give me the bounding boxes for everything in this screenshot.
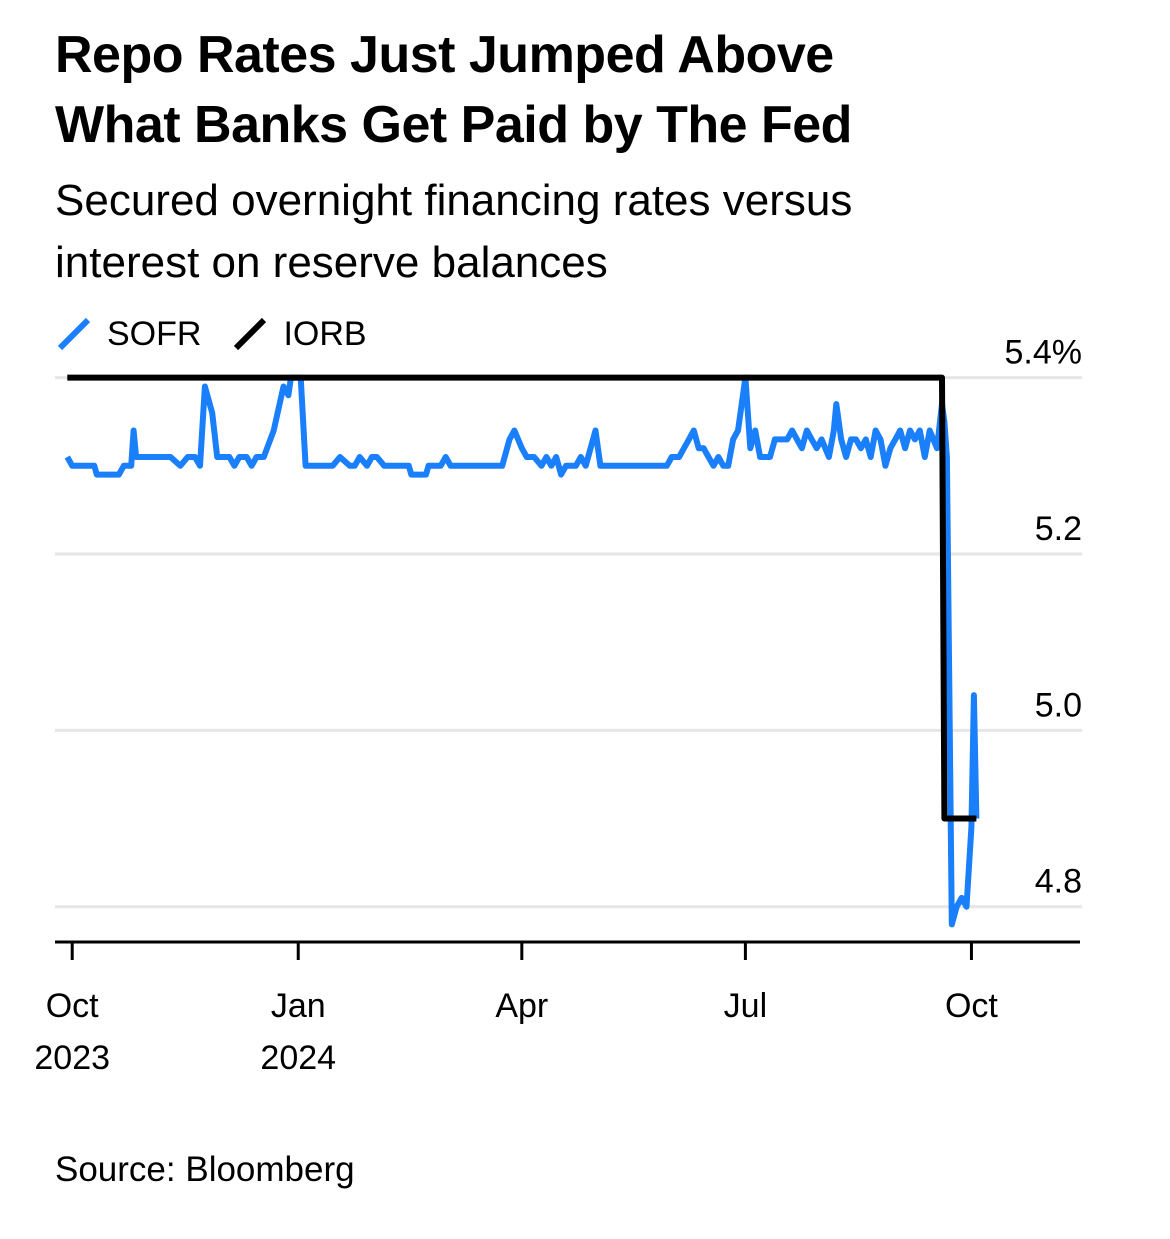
- series-lines: [64, 374, 980, 928]
- series-line-sofr: [64, 374, 980, 928]
- x-tick-label-3: Jul: [724, 987, 767, 1025]
- x-tick-label-0: Oct: [46, 987, 99, 1025]
- y-tick-label-3: 4.8: [1035, 863, 1082, 901]
- x-tick-year-label-1: 2024: [260, 1039, 336, 1077]
- y-tick-label-0: 5.4%: [1005, 334, 1083, 372]
- y-tick-label-2: 5.0: [1035, 686, 1082, 724]
- chart-subtitle-line-1: Secured overnight financing rates versus: [55, 176, 853, 225]
- source-note: Source: Bloomberg: [55, 1150, 355, 1189]
- chart-title-line-2: What Banks Get Paid by The Fed: [55, 96, 852, 154]
- chart-subtitle: Secured overnight financing rates versus…: [55, 170, 1115, 294]
- x-axis: [55, 940, 1080, 960]
- legend-item-sofr: SOFR: [55, 315, 201, 354]
- legend-swatch-iorb: [234, 317, 267, 351]
- legend-item-iorb: IORB: [231, 314, 367, 354]
- chart-title: Repo Rates Just Jumped Above What Banks …: [55, 20, 1115, 160]
- x-tick-label-1: Jan: [271, 987, 326, 1025]
- legend-label-iorb: IORB: [283, 314, 367, 353]
- legend-swatch-iorb-line: [234, 317, 267, 351]
- x-tick-year-label-0: 2023: [34, 1039, 110, 1077]
- gridlines: [55, 376, 1082, 909]
- legend-swatch-sofr-line: [57, 317, 91, 351]
- x-tick-label-2: Apr: [495, 987, 548, 1025]
- chart-subtitle-line-2: interest on reserve balances: [55, 238, 608, 287]
- series-line-iorb: [67, 374, 977, 822]
- y-axis-labels: 5.4% 5.2 5.0 4.8: [1005, 334, 1083, 901]
- y-tick-label-1: 5.2: [1035, 510, 1082, 548]
- legend-label-sofr: SOFR: [107, 314, 202, 353]
- x-axis-labels: Oct 2023 Jan 2024 Apr Jul Oct: [34, 987, 998, 1077]
- x-tick-label-4: Oct: [945, 987, 998, 1025]
- chart-title-line-1: Repo Rates Just Jumped Above: [55, 26, 834, 84]
- chart-legend: SOFR IORB: [55, 312, 397, 356]
- legend-swatch-sofr: [57, 317, 91, 351]
